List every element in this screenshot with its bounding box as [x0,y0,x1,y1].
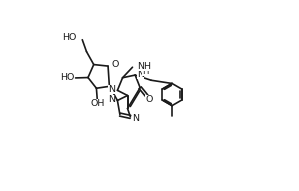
Text: O: O [111,60,119,69]
Text: HO: HO [62,33,77,42]
Text: O: O [145,95,152,104]
Text: HO: HO [60,73,74,83]
Text: OH: OH [90,99,105,108]
Text: NH: NH [137,62,151,71]
Text: H: H [142,67,148,76]
Text: N: N [132,114,139,123]
Text: N: N [108,95,115,104]
Text: N: N [108,85,115,95]
Text: N: N [138,70,144,79]
